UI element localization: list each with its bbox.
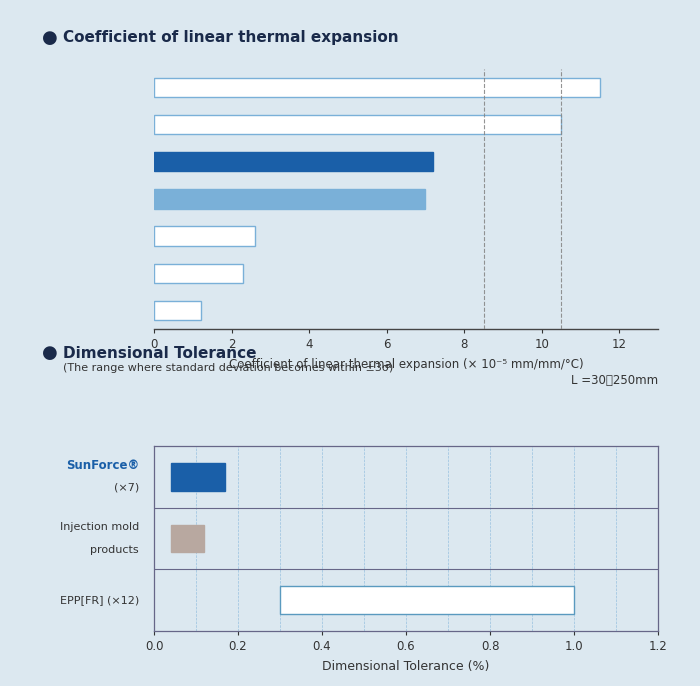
Text: EPP[FR] (×12): EPP[FR] (×12) [60,595,139,605]
Bar [154,189,426,209]
Text: ●: ● [42,344,57,362]
Bar [154,115,561,134]
Text: Coefficient of linear thermal expansion: Coefficient of linear thermal expansion [63,30,398,45]
Text: (×7): (×7) [113,483,139,493]
Text: Dimensional Tolerance: Dimensional Tolerance [63,346,256,361]
Text: products: products [90,545,139,554]
Text: SunForce®: SunForce® [66,459,139,472]
Text: ●: ● [42,29,57,47]
Text: (The range where standard deviation becomes within ±3σ): (The range where standard deviation beco… [63,364,393,373]
Bar [154,78,600,97]
Bar [154,226,255,246]
Bar [154,263,243,283]
Bar [171,525,204,552]
X-axis label: Dimensional Tolerance (%): Dimensional Tolerance (%) [322,660,490,673]
Bar [171,463,225,490]
Text: L =30～250mm: L =30～250mm [571,375,658,387]
X-axis label: Coefficient of linear thermal expansion (× 10⁻⁵ mm/mm/°C): Coefficient of linear thermal expansion … [229,358,583,371]
Bar [154,301,200,320]
Bar [154,152,433,172]
Bar [280,587,574,614]
Text: Injection mold: Injection mold [60,523,139,532]
